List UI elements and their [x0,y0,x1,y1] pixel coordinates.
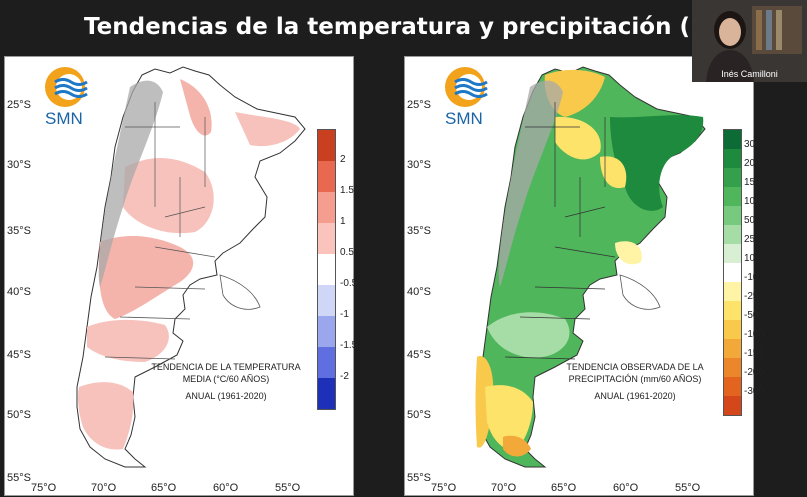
legend-swatch [724,282,741,301]
legend-swatch [724,301,741,320]
lat-label: 45°S [7,349,31,361]
smn-logo-icon [445,67,488,107]
legend-tick: -1.5 [340,340,358,351]
legend-tick: 25 [744,234,756,245]
lon-label: 75°O [31,482,57,494]
lat-label: 50°S [7,409,31,421]
legend-tick: -1 [340,309,349,320]
lon-label: 65°O [551,482,577,494]
temperature-map-graphic [76,66,306,468]
legend-tick: 1 [340,216,346,227]
legend-swatch [724,320,741,339]
legend-swatch [724,206,741,225]
lat-label: 30°S [7,159,31,171]
lat-label: 50°S [407,409,431,421]
lat-label: 25°S [7,99,31,111]
smn-logo [441,63,497,129]
legend-tick: -100 [744,329,765,340]
legend-tick: -25 [744,291,759,302]
lon-label: 60°O [613,482,639,494]
legend-tick: -10 [744,272,759,283]
legend-swatch [724,396,741,415]
caption-line: TENDENCIA DE LA TEMPERATURA [151,362,301,372]
legend-tick: 1.5 [340,185,354,196]
legend-swatch [318,347,335,378]
presenter-name: Inés Camilloni [721,69,778,79]
presenter-video-frame [692,0,807,82]
legend-tick: 300 [744,139,761,150]
smn-logo-icon [45,67,88,107]
legend-tick: 100 [744,196,761,207]
legend-swatch [724,358,741,377]
precipitation-trend-map: SMN 25°S 30°S 35°S 40°S 45°S 50°S 55°S 7… [404,56,764,496]
slide-title: Tendencias de la temperatura y precipita… [84,14,807,40]
legend-swatch [724,244,741,263]
lat-label: 40°S [407,286,431,298]
precipitation-map-graphic [475,66,706,468]
legend-tick: -2 [340,371,349,382]
caption-line: MEDIA (°C/60 AÑOS) [182,374,270,384]
legend-tick: 0.5 [340,247,354,258]
presenter-video-tile[interactable]: Inés Camilloni [692,0,807,82]
lon-label: 55°O [675,482,701,494]
legend-tick: -0.5 [340,278,358,289]
smn-logo-text: SMN [445,109,483,128]
lat-label: 45°S [407,349,431,361]
temperature-map-caption: TENDENCIA DE LA TEMPERATURA MEDIA (°C/60… [133,361,319,402]
caption-line: ANUAL (1961-2020) [185,391,267,401]
lon-label: 65°O [151,482,177,494]
lon-label: 60°O [213,482,239,494]
legend-swatch [318,285,335,316]
legend-tick: 200 [744,158,761,169]
lat-label: 55°S [7,472,31,484]
legend-tick: -200 [744,367,765,378]
lat-label: 35°S [7,225,31,237]
lat-label: 30°S [407,159,431,171]
lat-label: 35°S [407,225,431,237]
lat-label: 25°S [407,99,431,111]
legend-tick: -150 [744,348,765,359]
temperature-trend-map: SMN 25°S 30°S 35°S 40°S 45°S 50°S 55°S 7… [4,56,358,496]
legend-tick: 2 [340,154,346,165]
smn-logo-text: SMN [45,109,83,128]
legend-swatch [318,223,335,254]
caption-line: ANUAL (1961-2020) [594,391,676,401]
lon-label: 55°O [275,482,301,494]
legend-swatch [724,168,741,187]
caption-line: PRECIPITACIÓN (mm/60 AÑOS) [568,374,702,384]
temperature-legend-colorbar [317,129,336,410]
precipitation-map-caption: TENDENCIA OBSERVADA DE LA PRECIPITACIÓN … [545,361,725,402]
lon-label: 75°O [431,482,457,494]
precipitation-legend-colorbar [723,129,742,416]
legend-swatch [724,130,741,149]
legend-swatch [724,149,741,168]
legend-tick: 150 [744,177,761,188]
legend-swatch [318,254,335,285]
legend-tick: -300 [744,386,765,397]
legend-swatch [724,187,741,206]
legend-swatch [318,130,335,161]
legend-swatch [724,339,741,358]
lon-label: 70°O [91,482,117,494]
legend-tick: 10 [744,253,756,264]
legend-tick: 50 [744,215,756,226]
legend-swatch [318,378,335,409]
legend-swatch [724,377,741,396]
legend-tick: -50 [744,310,759,321]
lat-label: 55°S [407,472,431,484]
legend-swatch [318,192,335,223]
legend-swatch [318,316,335,347]
legend-swatch [724,225,741,244]
caption-line: TENDENCIA OBSERVADA DE LA [566,362,704,372]
lon-label: 70°O [491,482,517,494]
legend-swatch [318,161,335,192]
legend-swatch [724,263,741,282]
lat-label: 40°S [7,286,31,298]
smn-logo [41,63,97,129]
